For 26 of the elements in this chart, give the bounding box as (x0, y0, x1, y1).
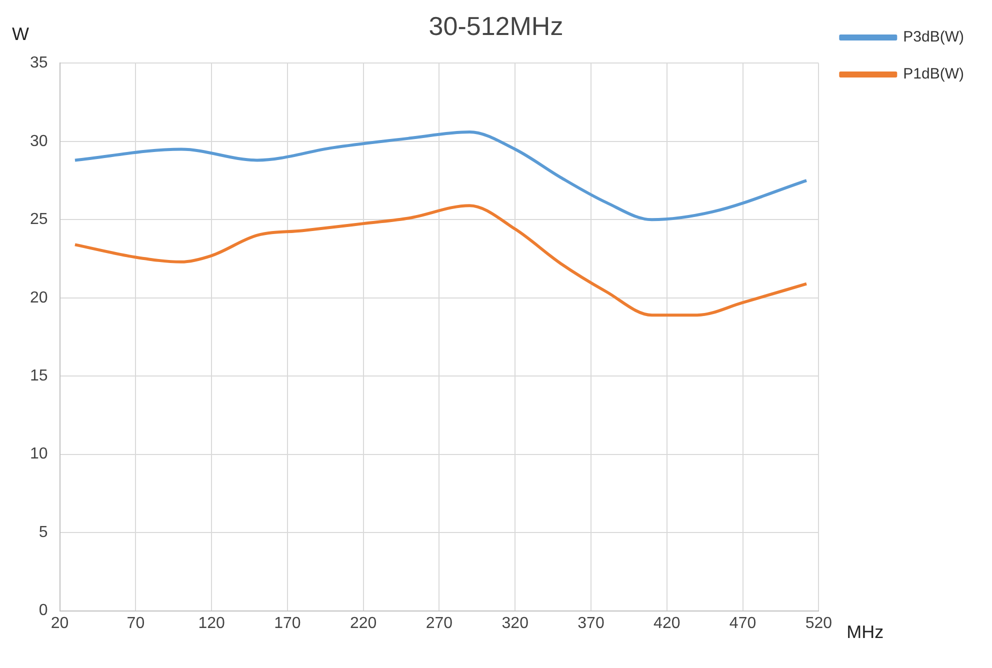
x-tick-label: 120 (198, 614, 226, 632)
x-tick-label: 470 (729, 614, 756, 632)
y-axis-title: W (12, 24, 29, 44)
x-tick-label: 320 (502, 614, 529, 632)
x-tick-label: 370 (578, 614, 604, 632)
legend-label: P3dB(W) (903, 28, 964, 46)
y-tick-label: 10 (30, 446, 48, 463)
x-tick-label: 220 (350, 614, 377, 632)
y-tick-label: 0 (38, 602, 48, 620)
line-series (73, 130, 808, 222)
x-tick-label: 20 (50, 614, 69, 632)
x-axis-title: MHz (846, 622, 884, 642)
x-tick-label: 170 (274, 614, 301, 632)
y-tick-label: 15 (30, 368, 48, 385)
y-tick-label: 25 (30, 211, 48, 228)
x-tick-label: 70 (126, 614, 145, 632)
y-tick-label: 30 (30, 132, 48, 150)
x-tick-label: 420 (654, 614, 680, 632)
legend-label: P1dB(W) (903, 66, 964, 83)
y-tick-label: 35 (30, 54, 48, 72)
line-series (73, 204, 808, 317)
y-tick-label: 20 (30, 289, 48, 306)
y-tick-label: 5 (38, 524, 48, 541)
chart-title: 30-512MHz (428, 10, 564, 41)
x-tick-label: 270 (426, 614, 453, 632)
x-tick-label: 520 (805, 614, 832, 632)
